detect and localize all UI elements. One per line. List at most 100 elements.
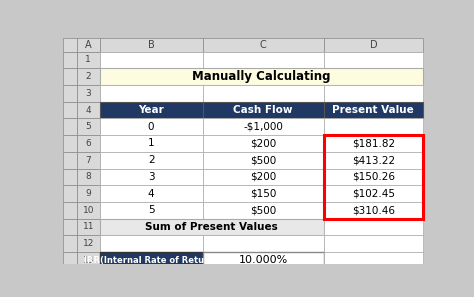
Bar (77, 85, 100, 102)
Text: A: A (85, 40, 91, 50)
Bar (100, 152, 202, 168)
Bar (324, 219, 423, 235)
Bar (324, 102, 423, 119)
Bar (63, 202, 77, 219)
Text: B: B (148, 40, 155, 50)
Bar (77, 52, 100, 68)
Text: 10: 10 (82, 206, 94, 215)
Bar (100, 52, 202, 68)
Bar (202, 102, 324, 119)
Bar (77, 152, 100, 168)
Text: 9: 9 (85, 189, 91, 198)
Bar (63, 68, 77, 85)
Bar (63, 38, 77, 52)
Bar (324, 52, 423, 68)
Text: 3: 3 (85, 89, 91, 98)
Bar (63, 102, 77, 119)
Bar (100, 38, 202, 52)
Bar (100, 168, 202, 185)
Bar (77, 68, 100, 85)
Text: $500: $500 (250, 155, 276, 165)
Text: Cash Flow: Cash Flow (233, 105, 293, 115)
Bar (63, 135, 77, 152)
Bar (324, 152, 423, 168)
Bar (77, 119, 100, 135)
Bar (100, 219, 324, 235)
Text: Present Value: Present Value (332, 105, 414, 115)
Bar (100, 202, 202, 219)
Text: 2: 2 (148, 155, 155, 165)
Bar (202, 168, 324, 185)
Bar (77, 102, 100, 119)
Bar (77, 252, 100, 269)
Text: D: D (370, 40, 377, 50)
Text: 5: 5 (148, 205, 155, 215)
Text: -$1,000: -$1,000 (243, 122, 283, 132)
Bar (202, 135, 324, 152)
Bar (202, 235, 324, 252)
Text: 4: 4 (148, 189, 155, 199)
Text: 1: 1 (148, 138, 155, 148)
Bar (100, 235, 202, 252)
Bar (100, 68, 423, 85)
Text: 1: 1 (85, 56, 91, 64)
Text: 10.000%: 10.000% (238, 255, 288, 265)
Bar (202, 119, 324, 135)
Text: $500: $500 (250, 205, 276, 215)
Bar (100, 85, 202, 102)
Text: $200: $200 (250, 172, 276, 182)
Bar (100, 252, 202, 269)
Bar (63, 168, 77, 185)
Bar (63, 235, 77, 252)
Bar (202, 85, 324, 102)
Bar (77, 168, 100, 185)
Text: $310.46: $310.46 (352, 205, 395, 215)
Bar (77, 202, 100, 219)
Text: 0: 0 (148, 122, 155, 132)
Bar (324, 235, 423, 252)
Text: Manually Calculating: Manually Calculating (192, 70, 330, 83)
Text: Sum of Present Values: Sum of Present Values (146, 222, 278, 232)
Bar (100, 135, 202, 152)
Text: $413.22: $413.22 (352, 155, 395, 165)
Bar (202, 38, 324, 52)
Bar (100, 102, 202, 119)
Bar (63, 252, 77, 269)
Bar (324, 135, 423, 152)
Bar (202, 52, 324, 68)
Bar (100, 119, 202, 135)
Bar (324, 119, 423, 135)
Bar (100, 185, 202, 202)
Bar (202, 185, 324, 202)
Text: $150.26: $150.26 (352, 172, 395, 182)
Bar (202, 152, 324, 168)
Bar (63, 185, 77, 202)
Bar (202, 252, 324, 269)
Bar (63, 152, 77, 168)
Text: IRR(Internal Rate of Return): IRR(Internal Rate of Return) (84, 256, 218, 265)
Text: $102.45: $102.45 (352, 189, 395, 199)
Bar (77, 235, 100, 252)
Text: $200: $200 (250, 138, 276, 148)
Bar (324, 85, 423, 102)
Bar (324, 252, 423, 269)
Text: 3: 3 (148, 172, 155, 182)
Bar (77, 219, 100, 235)
Bar (63, 85, 77, 102)
Text: 12: 12 (82, 239, 94, 248)
Text: 13: 13 (82, 256, 94, 265)
Text: $150: $150 (250, 189, 276, 199)
Bar (324, 38, 423, 52)
Bar (202, 202, 324, 219)
Text: 11: 11 (82, 222, 94, 231)
Text: 5: 5 (85, 122, 91, 131)
Text: $181.82: $181.82 (352, 138, 395, 148)
Bar (324, 168, 423, 185)
Bar (63, 52, 77, 68)
Bar (324, 185, 423, 202)
Bar (77, 38, 100, 52)
Bar (324, 202, 423, 219)
Text: 4: 4 (85, 105, 91, 115)
Bar (324, 135, 423, 219)
Bar (77, 135, 100, 152)
